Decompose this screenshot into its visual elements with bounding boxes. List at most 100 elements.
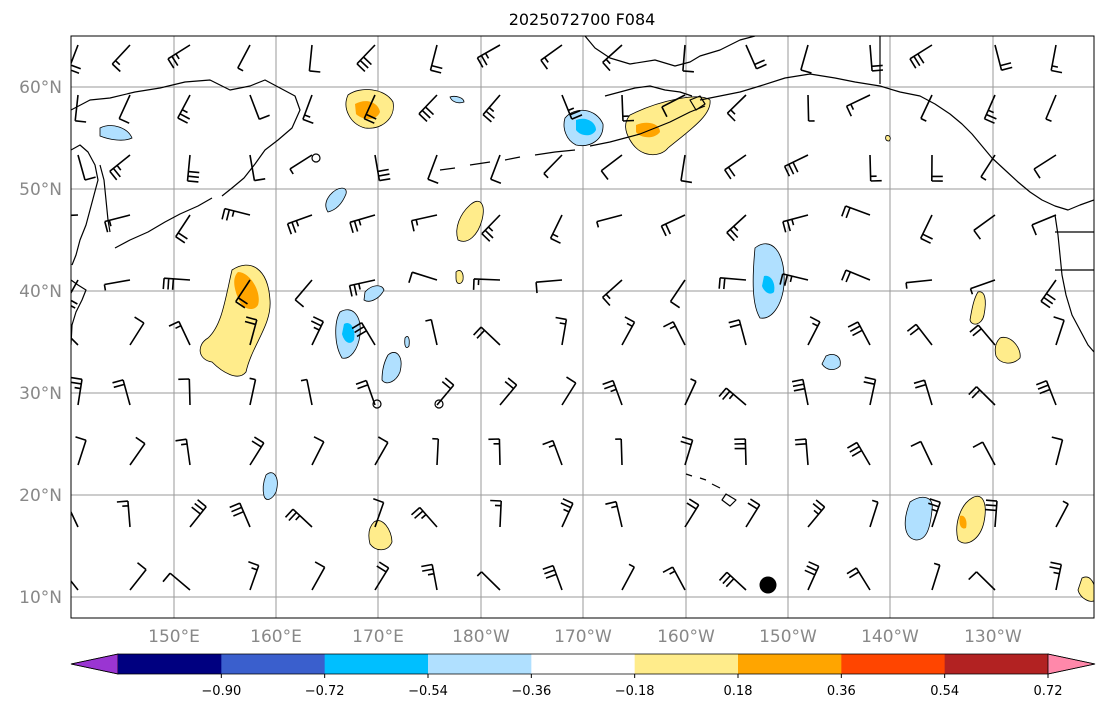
map-panel — [70, 35, 1095, 619]
wind-barb — [841, 269, 871, 283]
positive-region — [625, 96, 711, 156]
positive-region — [956, 496, 986, 544]
wind-barb — [418, 94, 438, 122]
wind-barb — [408, 271, 438, 283]
lon-tick-label: 180°W — [452, 627, 510, 647]
colorbar-tick-label: −0.72 — [305, 684, 345, 699]
wind-barb — [543, 154, 563, 179]
coastline-asia — [71, 79, 301, 197]
lon-tick-label: 150°W — [759, 627, 817, 647]
wind-barb — [669, 279, 686, 309]
wind-barb — [71, 44, 81, 74]
colorbar-segment — [428, 654, 532, 674]
wind-barb — [726, 214, 747, 242]
colorbar-tick-label: −0.36 — [511, 684, 551, 699]
wind-barb — [621, 316, 636, 346]
wind-barb — [913, 379, 933, 406]
wind-barb — [425, 318, 438, 346]
wind-barb — [499, 377, 518, 406]
positive-region — [969, 291, 986, 325]
wind-barb — [175, 214, 191, 244]
wind-barb — [718, 571, 747, 591]
colorbar-segment — [531, 654, 636, 674]
colorbar-segment — [221, 654, 326, 674]
wind-barb — [906, 323, 933, 346]
wind-barb — [804, 561, 820, 591]
wind-barb — [71, 376, 83, 406]
wind-barb — [680, 436, 694, 466]
wind-barb — [807, 94, 815, 122]
lat-tick-label: 60°N — [19, 78, 62, 98]
wind-barb — [103, 279, 131, 291]
island-marker — [372, 399, 382, 409]
lon-tick-label: 160°W — [657, 627, 715, 647]
wind-barb — [162, 277, 191, 290]
negative-region — [325, 187, 347, 213]
wind-barb — [663, 321, 686, 346]
lon-tick-label: 170°E — [352, 627, 404, 647]
wind-barb — [355, 379, 376, 406]
wind-barb — [221, 207, 251, 221]
wind-barb — [549, 214, 563, 244]
wind-barb — [662, 566, 686, 591]
wind-barb — [561, 376, 577, 406]
colorbar-segment — [634, 654, 739, 674]
wind-barb — [561, 94, 583, 120]
wind-barb — [351, 322, 376, 346]
wind-barb — [118, 94, 131, 124]
wind-barb — [794, 438, 809, 466]
wind-barb — [863, 376, 877, 406]
colorbar-segment — [118, 654, 222, 674]
colorbar-tick-label: 0.36 — [827, 684, 856, 699]
wind-barb — [308, 44, 321, 73]
negative-region — [363, 285, 385, 302]
wind-barb — [602, 44, 623, 72]
wind-barb — [845, 94, 871, 117]
wind-barb — [294, 279, 313, 308]
wind-barb — [621, 94, 635, 122]
shaded-regions — [99, 89, 1094, 602]
wind-barb — [782, 214, 809, 233]
wind-barb — [235, 279, 251, 309]
wind-barb — [249, 154, 266, 182]
wind-barb — [1040, 279, 1057, 309]
wind-barb — [905, 279, 933, 289]
wind-barb — [791, 378, 809, 406]
lon-tick-label: 170°W — [554, 627, 612, 647]
wind-barb — [162, 572, 191, 591]
wind-barb — [596, 214, 623, 228]
negative-region — [449, 95, 465, 104]
coastline-alaska-south — [699, 73, 1094, 211]
political-boundary — [879, 36, 1094, 271]
aleutian-islands — [439, 105, 706, 171]
wind-barb — [286, 214, 313, 235]
wind-barb — [807, 499, 826, 528]
wind-barb — [540, 44, 563, 70]
wind-barb — [109, 154, 131, 181]
colorbar: −0.90 −0.72 −0.54 −0.36 −0.18 0.18 0.36 0.54 0.7… — [70, 653, 1096, 699]
wind-barb — [555, 316, 568, 346]
island-marker — [434, 399, 444, 409]
kuril-islands — [114, 197, 213, 249]
wind-barb — [684, 378, 697, 406]
wind-barb — [1053, 316, 1065, 346]
positive-region — [885, 135, 891, 142]
wind-barb — [356, 44, 376, 72]
wind-barb — [841, 205, 871, 219]
coastline-bristol-bay — [604, 85, 693, 97]
wind-barb — [427, 154, 439, 184]
wind-barb — [968, 571, 996, 591]
wind-barb — [374, 561, 390, 591]
wind-barb — [969, 324, 996, 346]
wind-barb — [116, 500, 131, 528]
wind-barb — [621, 563, 636, 591]
negative-region — [904, 496, 933, 541]
wind-barb — [661, 94, 686, 118]
wind-barb — [869, 499, 879, 528]
wind-barb — [244, 316, 258, 346]
wind-barb — [968, 386, 996, 406]
wind-barb — [481, 214, 501, 242]
wind-barb — [1049, 561, 1063, 591]
wind-barb — [129, 562, 147, 591]
